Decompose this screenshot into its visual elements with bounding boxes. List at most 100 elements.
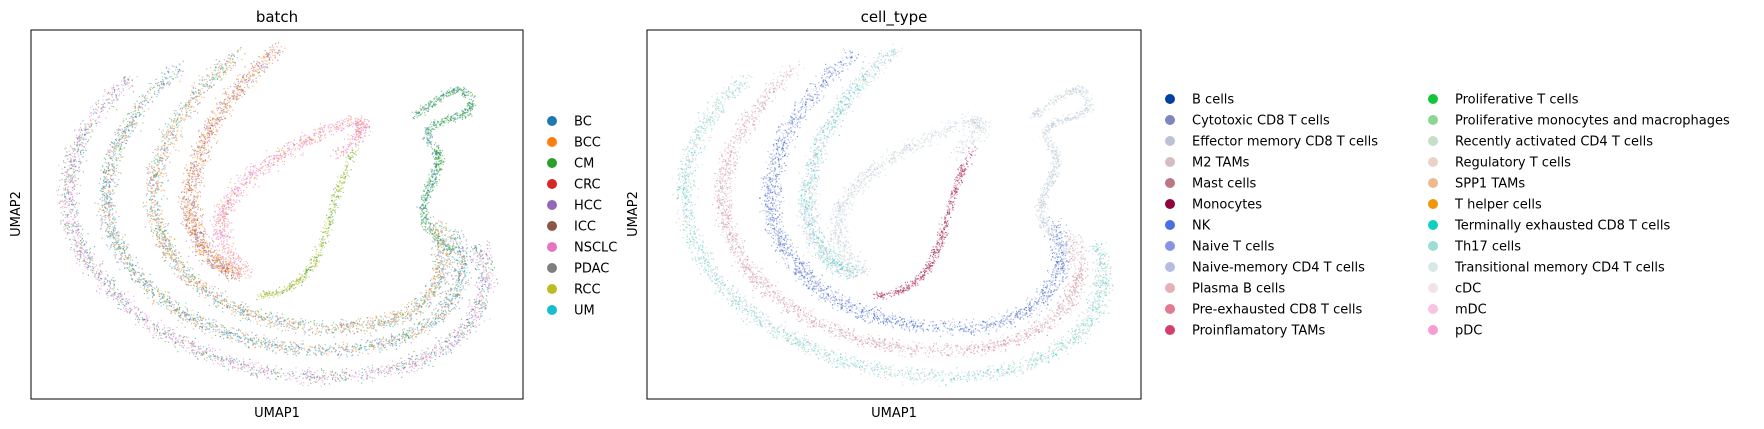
umap-point xyxy=(436,349,438,351)
umap-point xyxy=(437,277,439,279)
umap-point xyxy=(168,336,170,338)
umap-point xyxy=(131,130,133,132)
umap-point xyxy=(155,325,157,327)
umap-point xyxy=(350,378,352,381)
umap-point xyxy=(147,183,149,185)
umap-point xyxy=(102,180,105,182)
umap-point xyxy=(151,212,154,214)
umap-point xyxy=(454,275,456,277)
umap-point xyxy=(123,242,125,244)
umap-point xyxy=(64,181,66,184)
umap-point xyxy=(328,351,330,353)
umap-point xyxy=(125,128,128,130)
umap-point xyxy=(461,279,463,281)
umap-point xyxy=(381,365,383,367)
umap-point xyxy=(124,139,126,141)
umap-point xyxy=(71,148,74,150)
umap-point xyxy=(492,291,495,293)
umap-point xyxy=(441,346,443,348)
umap-point xyxy=(383,370,385,373)
umap-point xyxy=(453,248,455,250)
umap-point xyxy=(459,336,461,338)
umap-point xyxy=(96,122,98,124)
umap-point xyxy=(431,320,433,323)
umap-point xyxy=(75,250,77,252)
umap-point xyxy=(142,320,144,322)
umap-point xyxy=(474,246,477,248)
umap-point xyxy=(197,323,199,325)
umap-point xyxy=(444,341,446,343)
umap-point xyxy=(315,381,317,383)
umap-point xyxy=(234,333,236,335)
umap-point xyxy=(144,318,146,321)
umap-point xyxy=(74,176,76,178)
umap-point xyxy=(330,373,332,375)
umap-point xyxy=(434,320,436,322)
umap-point xyxy=(252,344,254,346)
umap-point xyxy=(164,240,166,242)
umap-point xyxy=(438,254,440,257)
umap-point xyxy=(156,175,158,177)
umap-point xyxy=(109,164,111,166)
umap-point xyxy=(299,324,302,326)
umap-point xyxy=(345,348,347,350)
umap-point xyxy=(92,118,94,120)
umap-point xyxy=(64,200,66,202)
umap-point xyxy=(178,309,180,311)
umap-point xyxy=(257,317,259,319)
umap-point xyxy=(449,348,451,351)
umap-point xyxy=(245,345,247,347)
umap-point xyxy=(115,139,117,142)
umap-point xyxy=(154,287,156,289)
umap-point xyxy=(94,120,96,122)
umap-point xyxy=(457,231,460,233)
umap-point xyxy=(180,342,182,344)
umap-point xyxy=(64,216,66,218)
umap-point xyxy=(485,279,487,281)
umap-point xyxy=(297,350,299,352)
umap-point xyxy=(122,87,124,89)
umap-point xyxy=(162,301,164,303)
umap-point xyxy=(244,310,246,312)
umap-point xyxy=(81,141,83,144)
umap-point xyxy=(128,130,130,132)
umap-point xyxy=(66,215,68,217)
umap-point xyxy=(435,347,437,349)
umap-point xyxy=(78,155,80,157)
umap-point xyxy=(112,217,114,219)
umap-point xyxy=(456,246,458,248)
umap-point xyxy=(326,348,328,351)
umap-point xyxy=(480,313,482,315)
umap-point xyxy=(195,319,197,321)
umap-point xyxy=(89,126,91,128)
umap-point xyxy=(88,252,90,254)
umap-point xyxy=(306,354,308,356)
umap-point xyxy=(186,314,188,316)
umap-point xyxy=(481,304,483,306)
umap-point xyxy=(470,310,472,312)
umap-point xyxy=(191,343,193,345)
umap-point xyxy=(110,175,112,177)
umap-point xyxy=(373,347,375,350)
umap-point xyxy=(115,211,117,213)
umap-point xyxy=(466,272,468,274)
umap-point xyxy=(318,347,320,349)
umap-point xyxy=(481,287,483,290)
umap-point xyxy=(451,298,454,300)
umap-point xyxy=(442,242,444,244)
umap-point xyxy=(199,315,201,317)
umap-point xyxy=(447,290,449,292)
umap-point xyxy=(290,343,292,345)
umap-point xyxy=(295,371,297,373)
umap-point xyxy=(480,304,482,306)
umap-point xyxy=(323,353,325,355)
umap-point xyxy=(79,235,81,237)
umap-point xyxy=(369,370,371,372)
umap-point xyxy=(355,348,357,350)
umap-point xyxy=(232,54,234,56)
umap-point xyxy=(414,364,416,366)
umap-point xyxy=(448,348,450,350)
umap-point xyxy=(112,88,114,90)
umap-point xyxy=(190,319,193,321)
umap-point xyxy=(94,246,96,248)
